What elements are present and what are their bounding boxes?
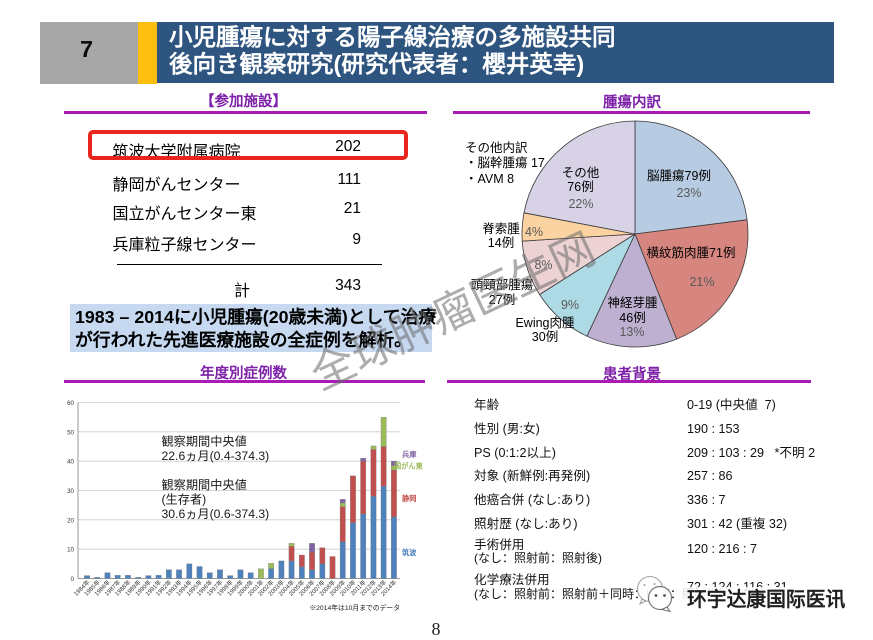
svg-text:(生存者): (生存者) xyxy=(162,492,207,506)
svg-text:50: 50 xyxy=(67,429,74,436)
svg-text:国がん東: 国がん東 xyxy=(394,462,424,471)
svg-text:筑波: 筑波 xyxy=(402,548,417,557)
svg-text:0: 0 xyxy=(71,576,75,583)
svg-text:30: 30 xyxy=(67,488,74,495)
svg-text:22.6ヵ月(0.4-374.3): 22.6ヵ月(0.4-374.3) xyxy=(162,449,270,463)
svg-text:40: 40 xyxy=(67,459,74,466)
svg-text:60: 60 xyxy=(67,400,74,407)
svg-text:観察期間中央値: 観察期間中央値 xyxy=(162,477,247,492)
svg-text:30.6ヵ月(0.6-374.3): 30.6ヵ月(0.6-374.3) xyxy=(162,507,270,521)
svg-text:20: 20 xyxy=(67,517,74,524)
svg-text:10: 10 xyxy=(67,547,74,554)
svg-text:観察期間中央値: 観察期間中央値 xyxy=(162,433,247,448)
svg-text:※2014年は10月までのデータ: ※2014年は10月までのデータ xyxy=(309,603,400,612)
svg-text:静岡: 静岡 xyxy=(402,494,416,503)
svg-text:兵庫: 兵庫 xyxy=(402,450,417,459)
